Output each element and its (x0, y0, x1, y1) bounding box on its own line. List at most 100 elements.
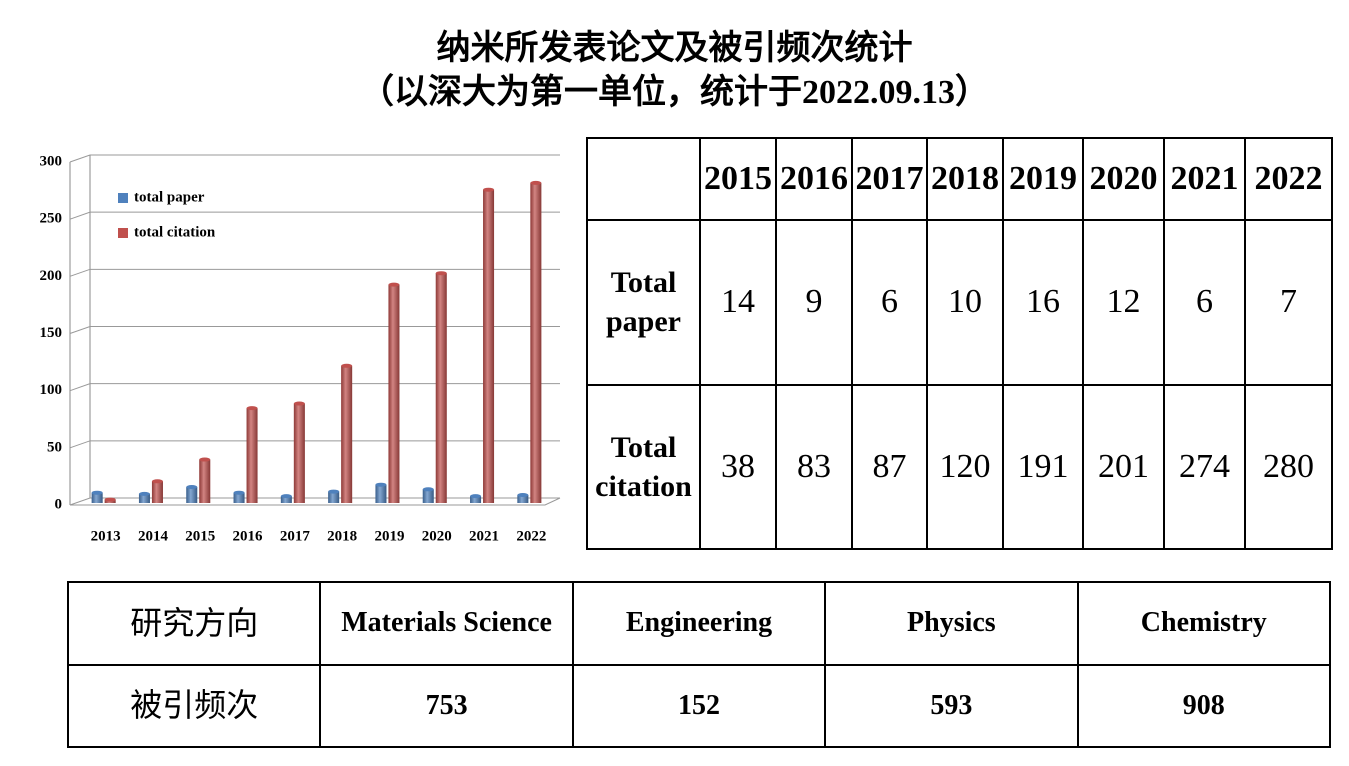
bar-shade (435, 273, 447, 503)
value-cell: 14 (699, 219, 777, 386)
bar-shade (530, 182, 542, 503)
bar-top (328, 489, 340, 494)
bar-top (530, 180, 542, 185)
bar-top (470, 494, 482, 499)
value-cell: 753 (319, 663, 574, 748)
grid-line (69, 268, 560, 277)
x-tick-label: 2016 (233, 528, 264, 544)
bar-shade (517, 494, 529, 503)
value-cell: 16 (1002, 219, 1084, 386)
bar-top (280, 494, 292, 499)
table-row: 研究方向 Materials Science Engineering Physics C… (66, 581, 1332, 666)
year-header: 2019 (1002, 136, 1084, 222)
bar-top (422, 487, 434, 492)
bar-top (199, 457, 211, 462)
floor (70, 497, 561, 506)
x-tick-label: 2013 (91, 528, 121, 544)
bar-shade (138, 493, 150, 503)
year-header: 2017 (851, 136, 928, 222)
value-cell: Materials Science (319, 581, 574, 666)
value-cell: 593 (824, 663, 1079, 748)
row-label: Total citation (586, 383, 701, 551)
bar-top (104, 497, 116, 502)
row-label: 被引频次 (66, 663, 322, 748)
bar-shade (328, 491, 340, 503)
legend-swatch (118, 228, 128, 238)
chart: 0 50 100 150 200 250 300 2013 2014 2015 2016 2017 20… (40, 153, 561, 544)
year-header: 2021 (1163, 136, 1246, 222)
bar-shade (388, 284, 400, 503)
bar-top (293, 401, 305, 406)
value-cell: 908 (1076, 663, 1332, 748)
y-tick-label: 200 (40, 268, 63, 284)
value-cell: 280 (1244, 383, 1333, 551)
x-tick-label: 2022 (516, 528, 546, 544)
bar-shade (151, 481, 163, 503)
year-header: 2020 (1082, 136, 1165, 222)
bar-shade (422, 489, 434, 503)
table-row: Total paper 14 9 6 10 16 12 6 7 (586, 219, 1333, 386)
table-header: 2015 2016 2017 2018 2019 2020 2021 2022 (586, 136, 1333, 222)
bar-shade (199, 459, 211, 503)
year-header: 2015 (699, 136, 777, 222)
subtitle: （以深大为第一单位，统计于2022.09.13） (360, 74, 989, 111)
x-tick-label: 2014 (138, 528, 169, 544)
value-cell: 6 (1163, 219, 1246, 386)
empty-cell (586, 136, 701, 222)
x-tick-label: 2017 (280, 528, 311, 544)
bar-top (341, 363, 353, 368)
grid-line (69, 154, 560, 163)
value-cell: Physics (824, 581, 1079, 666)
value-cell: 9 (775, 219, 853, 386)
bar-top (233, 490, 245, 495)
grid-line (69, 211, 560, 220)
year-table: 2015 2016 2017 2018 2019 2020 2021 2022 Total p… (586, 136, 1333, 551)
grid-line (69, 383, 560, 392)
value-cell: 120 (926, 383, 1004, 551)
value-cell: 191 (1002, 383, 1084, 551)
y-tick-label: 100 (40, 382, 63, 398)
row-label: Total paper (586, 219, 701, 386)
bar-top (435, 271, 447, 276)
grid-line (69, 326, 560, 334)
y-tick-label: 250 (40, 211, 63, 227)
bar-top (375, 482, 387, 487)
year-header: 2018 (926, 136, 1004, 222)
x-tick-label: 2020 (422, 528, 452, 544)
bar-top (483, 187, 495, 192)
legend-swatch (118, 193, 128, 203)
x-tick-label: 2015 (185, 528, 215, 544)
value-cell: 274 (1163, 383, 1246, 551)
bar-top (91, 490, 103, 495)
x-tick-label: 2019 (374, 528, 404, 544)
table-row: 被引频次 753 152 593 908 (66, 663, 1332, 748)
x-tick-label: 2018 (327, 528, 357, 544)
bar-shade (341, 365, 353, 503)
bar-shade (186, 486, 198, 503)
field-table: 研究方向 Materials Science Engineering Physics C… (66, 581, 1332, 748)
year-header: 2022 (1244, 136, 1333, 222)
value-cell: Engineering (571, 581, 827, 666)
bar-shade (280, 496, 292, 503)
legend-label: total citation (134, 224, 216, 240)
bar-shade (246, 408, 258, 503)
title: 纳米所发表论文及被引频次统计 (436, 30, 913, 67)
value-cell: 7 (1244, 219, 1333, 386)
x-tick-label: 2021 (469, 528, 499, 544)
year-header: 2016 (775, 136, 853, 222)
value-cell: 87 (851, 383, 928, 551)
y-tick-label: 50 (47, 439, 62, 455)
row-label: 研究方向 (66, 581, 322, 666)
value-cell: 152 (571, 663, 827, 748)
bar-shade (91, 492, 103, 503)
value-cell: 83 (775, 383, 853, 551)
value-cell: 6 (851, 219, 928, 386)
table-row: Total citation 38 83 87 120 191 201 274 280 (586, 383, 1333, 551)
bar-shade (233, 492, 245, 503)
y-tick-label: 0 (55, 496, 63, 512)
bar-shade (470, 496, 482, 503)
grid-line (69, 497, 560, 506)
value-cell: Chemistry (1076, 581, 1332, 666)
grid-line (69, 440, 560, 449)
